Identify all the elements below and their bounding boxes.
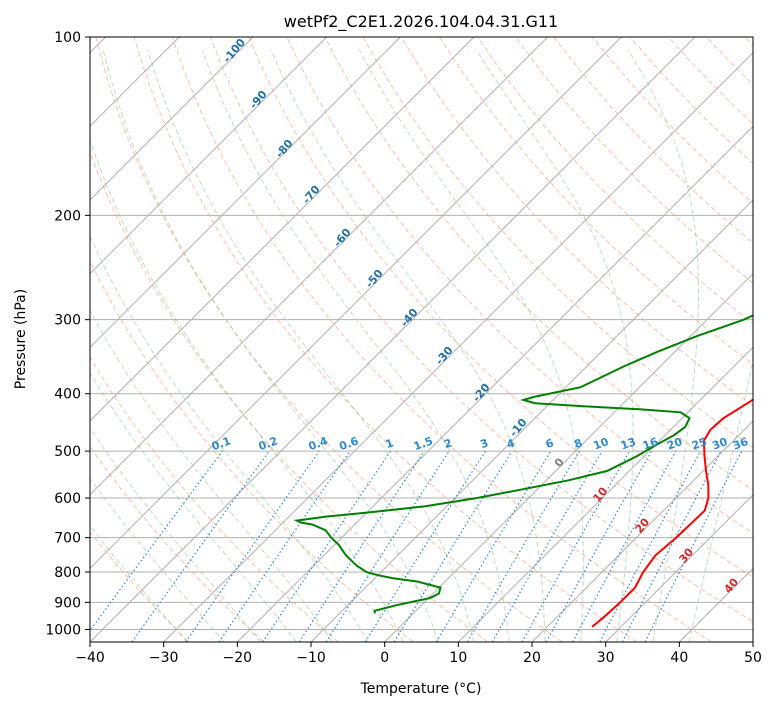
isotherm-line	[531, 420, 753, 642]
mixing-ratio-line	[393, 450, 513, 642]
plot-area	[90, 37, 753, 642]
dry-adiabat	[515, 37, 753, 284]
mixing-ratio-line	[185, 450, 320, 642]
mixing-ratio-label: 6	[544, 436, 556, 451]
dry-adiabat	[90, 356, 339, 642]
moist-adiabat	[90, 235, 369, 642]
x-tick-label: 40	[670, 650, 688, 666]
dry-adiabat	[210, 37, 753, 623]
mixing-ratio-line	[298, 450, 425, 642]
mixing-ratio-label: 25	[690, 435, 709, 452]
series-group	[293, 314, 753, 628]
isotherm-line	[90, 37, 328, 275]
mixing-ratio-label: 0.4	[307, 434, 330, 453]
x-axis-ticks: −40 −30 −20 −10 0 10 20 30 40 50	[75, 642, 762, 666]
y-tick-label: 500	[54, 444, 81, 460]
mixing-ratio-lines	[90, 450, 743, 642]
mixing-ratio-label: 10	[592, 435, 611, 453]
y-axis-ticks: 100 200 300 400 500 600 700 800 900 1000	[45, 30, 90, 638]
isotherm-line	[90, 37, 622, 570]
mixing-ratio-line	[521, 450, 631, 642]
temperature-line	[591, 398, 753, 628]
mixing-ratio-label: 1.5	[412, 434, 435, 453]
isobar-grid	[90, 37, 753, 630]
x-tick-label: −40	[75, 650, 105, 666]
x-axis-label: Temperature (°C)	[360, 681, 482, 697]
moist-adiabat	[201, 49, 510, 642]
y-tick-label: 700	[54, 531, 81, 547]
skewed-isotherms	[90, 37, 753, 642]
mixing-ratio-label: 4	[505, 436, 517, 451]
mixing-ratio-line	[90, 450, 223, 632]
dry-adiabat	[90, 259, 414, 642]
isotherm-line	[90, 37, 401, 349]
mixing-ratio-label: 13	[619, 435, 638, 452]
y-tick-label: 1000	[45, 622, 81, 638]
chart-title: wetPf2_C2E1.2026.104.04.31.G11	[284, 12, 558, 32]
dry-adiabat	[400, 37, 753, 407]
x-tick-label: −20	[223, 650, 253, 666]
mixing-ratio-line	[644, 450, 743, 642]
mixing-ratio-line	[262, 450, 392, 642]
moist-adiabat	[688, 358, 753, 642]
mixing-ratio-label: 2	[442, 436, 454, 451]
y-tick-label: 800	[54, 565, 81, 581]
mixing-ratio-label: 1	[384, 436, 396, 451]
y-tick-label: 200	[54, 208, 81, 224]
mixing-ratio-label: 0.6	[338, 434, 361, 453]
y-axis-label: Pressure (hPa)	[13, 289, 29, 389]
mixing-ratio-line	[131, 450, 270, 642]
mixing-ratio-line	[218, 450, 351, 642]
dry-adiabat	[171, 37, 712, 642]
isotherm-line	[163, 51, 753, 642]
moist-adiabat	[147, 49, 475, 642]
x-tick-label: 20	[523, 650, 541, 666]
dry-adiabats	[90, 37, 753, 642]
dry-adiabat	[438, 37, 753, 366]
dry-adiabat	[90, 150, 488, 642]
isotherm-line	[90, 37, 696, 642]
isotherm-line	[457, 346, 753, 642]
y-tick-label: 100	[54, 30, 81, 46]
x-tick-label: 30	[597, 650, 615, 666]
x-tick-label: 10	[449, 650, 467, 666]
y-tick-label: 600	[54, 491, 81, 507]
dry-adiabat	[133, 37, 638, 642]
x-tick-label: −30	[149, 650, 179, 666]
dewpoint-line	[293, 314, 753, 614]
dry-adiabat	[324, 37, 753, 491]
isotherm-line	[90, 37, 475, 422]
isotherm-line	[90, 37, 254, 201]
dry-adiabat	[90, 445, 264, 642]
mixing-ratio-label: 20	[665, 435, 684, 453]
moist-adiabat	[90, 309, 333, 642]
mixing-ratio-label: 30	[710, 435, 729, 453]
mixing-ratio-line	[325, 450, 450, 642]
moist-adiabat	[627, 49, 699, 642]
mixing-ratio-label: 3	[478, 436, 490, 451]
y-tick-label: 900	[54, 595, 81, 611]
isotherm-line	[605, 493, 753, 642]
isotherm-line	[90, 37, 549, 496]
mixing-ratio-line	[572, 450, 677, 642]
mixing-ratio-label: 0.1	[210, 434, 233, 453]
mixing-ratio-label: 0.2	[257, 434, 280, 453]
x-tick-label: 50	[744, 650, 762, 666]
plot-frame	[89, 36, 754, 643]
mixing-ratio-label: 36	[731, 435, 750, 453]
mixing-ratio-line	[545, 450, 653, 642]
mixing-ratio-label: 16	[641, 435, 660, 453]
y-tick-label: 300	[54, 313, 81, 329]
x-tick-label: −10	[296, 650, 326, 666]
dry-adiabat	[248, 37, 753, 578]
dry-adiabat	[90, 531, 190, 642]
mixing-ratio-label: 8	[572, 436, 584, 451]
isotherm-line	[236, 125, 753, 642]
x-tick-label: 0	[380, 650, 389, 666]
moist-adiabat	[90, 138, 404, 642]
dry-adiabat	[95, 37, 563, 642]
y-tick-label: 400	[54, 387, 81, 403]
